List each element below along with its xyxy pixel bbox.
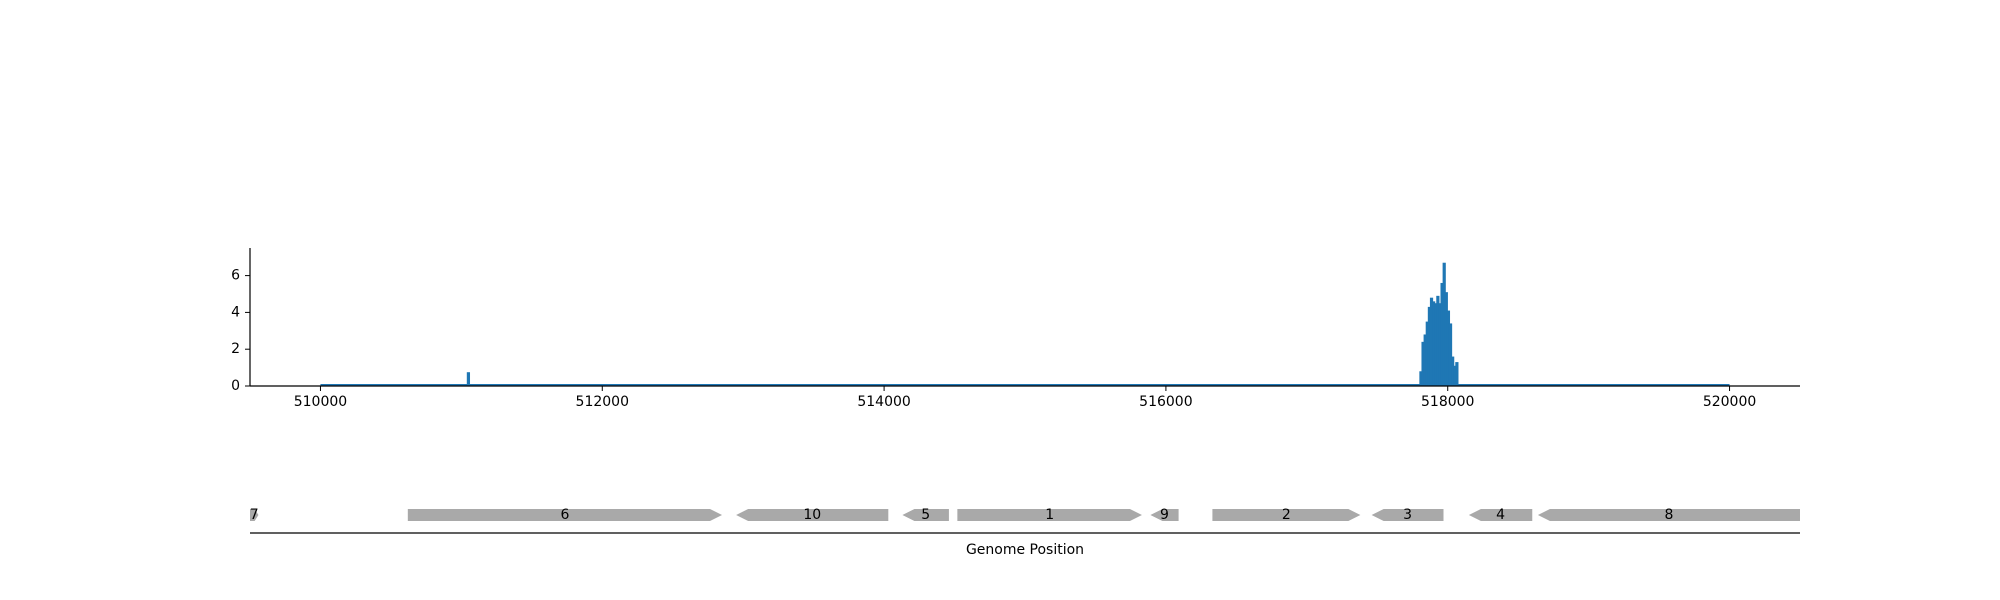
coverage-bar — [1423, 334, 1427, 386]
gene-label: 4 — [1496, 507, 1505, 523]
coverage-bars — [320, 262, 1730, 386]
gene-label: 10 — [803, 507, 821, 523]
gene-features: 7 6 10 5 1 9 2 3 4 8 — [250, 507, 1800, 523]
coverage-x-ticks: 510000 512000 514000 516000 518000 520000 — [294, 386, 1756, 410]
coverage-bar — [1448, 323, 1453, 386]
gene-label: 7 — [250, 507, 259, 523]
coverage-x-tick-label: 518000 — [1421, 394, 1474, 410]
gene-label: 5 — [921, 507, 930, 523]
gene-track: 7 6 10 5 1 9 2 3 4 8 Genome Position — [250, 507, 1800, 558]
coverage-bar — [1444, 292, 1448, 386]
coverage-bar — [466, 372, 471, 386]
coverage-bar — [1432, 301, 1436, 386]
gene-arrow — [1468, 509, 1533, 521]
gene-arrow — [736, 509, 889, 521]
gene-arrow — [250, 509, 259, 521]
gene-arrow — [957, 509, 1142, 521]
coverage-y-tick-label: 0 — [231, 378, 240, 394]
coverage-bar — [1440, 282, 1444, 386]
coverage-bar — [1425, 321, 1429, 386]
gene-label: 8 — [1664, 507, 1673, 523]
gene-arrow — [407, 509, 723, 521]
coverage-bar — [1419, 371, 1423, 386]
gene-arrow — [1371, 509, 1444, 521]
coverage-bar — [1438, 303, 1442, 386]
gene-arrow — [902, 509, 949, 521]
gene-label: 2 — [1282, 507, 1291, 523]
coverage-y-ticks: 0 2 4 6 — [231, 268, 250, 394]
coverage-x-tick-label: 510000 — [294, 394, 347, 410]
coverage-x-tick-label: 516000 — [1139, 394, 1192, 410]
gene-arrow — [1537, 509, 1800, 521]
gene-arrow — [1150, 509, 1179, 521]
coverage-x-tick-label: 520000 — [1703, 394, 1756, 410]
coverage-bar — [1421, 341, 1425, 386]
coverage-bar — [1427, 306, 1432, 386]
coverage-x-tick-label: 512000 — [576, 394, 629, 410]
coverage-bar — [1453, 365, 1457, 386]
coverage-bar — [1434, 303, 1438, 386]
gene-arrow — [1212, 509, 1361, 521]
coverage-y-tick-label: 2 — [231, 341, 240, 357]
gene-label: 1 — [1045, 507, 1054, 523]
coverage-x-tick-label: 514000 — [857, 394, 910, 410]
gene-label: 9 — [1160, 507, 1169, 523]
gene-track-x-label: Genome Position — [966, 542, 1084, 558]
coverage-bar — [1451, 356, 1455, 386]
gene-label: 6 — [560, 507, 569, 523]
coverage-bar — [1455, 362, 1459, 386]
coverage-plot: 510000 512000 514000 516000 518000 520000 0 2 4… — [231, 248, 1800, 410]
gene-label: 3 — [1403, 507, 1412, 523]
coverage-bar — [1429, 297, 1434, 386]
coverage-bar — [1446, 310, 1451, 386]
coverage-y-tick-label: 4 — [231, 304, 240, 320]
coverage-y-tick-label: 6 — [231, 268, 240, 284]
coverage-bar — [1442, 262, 1446, 386]
coverage-bar — [1436, 295, 1440, 386]
